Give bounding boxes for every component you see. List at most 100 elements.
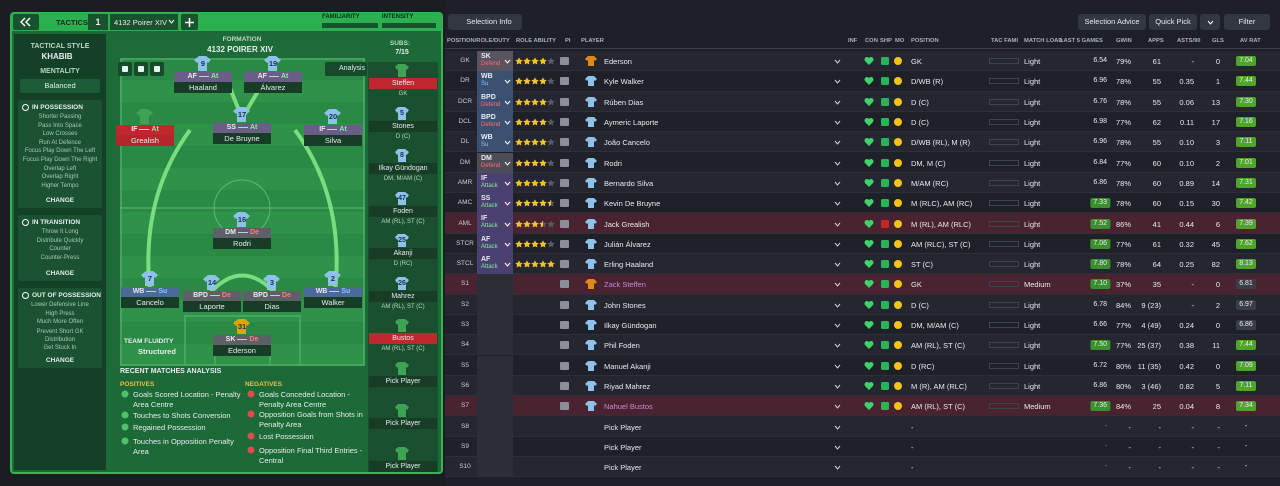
bench-name: Foden [369, 205, 437, 217]
tactical-style-name: KHABIB [41, 52, 73, 61]
pi-icon [560, 138, 569, 147]
position: AM (RLC), ST (C) [911, 239, 971, 249]
role-cell [477, 335, 513, 356]
link-arc [146, 128, 192, 293]
stat-gls: 0 [1215, 321, 1220, 331]
dot [22, 219, 29, 226]
slot-label: AMR [457, 178, 473, 186]
slot-label: AMC [457, 199, 473, 207]
add-tactic-button[interactable] [181, 14, 198, 30]
chev [504, 59, 511, 64]
player-shirt [324, 271, 341, 286]
player-dropdown [834, 100, 841, 105]
analysis-item: Opposition Goals from Shots in Penalty A… [259, 410, 363, 429]
back-button[interactable] [13, 14, 39, 30]
form-rating: 7.33 [1090, 198, 1110, 209]
selection-advice-button[interactable]: Selection Advice [1078, 14, 1146, 30]
duty: At [249, 124, 258, 131]
bench-position: D (RC) [393, 261, 413, 267]
stat-gwin: 77% [1115, 118, 1131, 128]
role-tag: AF At [244, 72, 302, 82]
match-load: Light [1024, 138, 1041, 148]
slot-label: S4 [461, 341, 469, 349]
quick-pick-button[interactable]: Quick Pick [1149, 14, 1197, 30]
slot-label: DR [460, 77, 470, 85]
player-dropdown [834, 141, 841, 146]
shirt-shape [585, 259, 597, 270]
dot [22, 292, 29, 299]
change-button[interactable]: CHANGE [45, 270, 75, 277]
mentality-dropdown[interactable]: Balanced [20, 79, 100, 93]
bench-name: Stones [369, 120, 437, 132]
player-shirt [263, 275, 280, 290]
selection-info-button[interactable]: Selection Info [448, 14, 522, 30]
analysis-button[interactable]: Analysis [325, 62, 367, 76]
filter-button[interactable]: Filter [1224, 14, 1270, 30]
slot-number[interactable]: 1 [88, 14, 108, 30]
table-row [445, 132, 1280, 153]
stat-apps: 9 (23) [1141, 300, 1161, 310]
condition-heart [864, 300, 874, 309]
match-load: Light [1024, 300, 1041, 310]
slot-label: DCL [458, 118, 472, 126]
chev [834, 242, 841, 247]
match-load: Light [1024, 341, 1041, 351]
table-row [445, 375, 1280, 397]
role-cell [477, 274, 513, 295]
chev [834, 404, 841, 410]
shirt-shape [585, 238, 597, 249]
stat-asts: - [1191, 463, 1195, 473]
instruction-item: Prevent Short GK Distribution [36, 328, 84, 344]
tac-fami-icon [989, 240, 1019, 247]
instruction-group [18, 215, 102, 281]
sharpness [881, 341, 889, 350]
thumb-icon [121, 437, 129, 445]
form-rating: - [1104, 422, 1107, 430]
duty: De [281, 292, 291, 299]
player-shirt [141, 271, 158, 286]
shirt-number: 14 [207, 278, 217, 287]
player-shirt [233, 319, 250, 334]
bench-position: AM (RL), ST (C) [381, 218, 425, 225]
column-header: APPS [1148, 38, 1164, 44]
bench-position: D (C) [395, 133, 411, 140]
view-toggle[interactable] [118, 62, 132, 76]
bench-name: Akanji [369, 248, 437, 259]
dot [121, 437, 129, 445]
shirt-shape [136, 109, 153, 124]
shirt-shape [395, 404, 409, 417]
role-dropdown [504, 242, 511, 247]
match-load: Light [1024, 57, 1041, 67]
player-dropdown [834, 323, 841, 328]
quick-pick-menu[interactable] [1200, 14, 1220, 30]
shirt-number: 9 [200, 59, 206, 68]
position: - [911, 463, 914, 473]
sharpness [881, 158, 889, 167]
view-toggle[interactable] [150, 62, 164, 76]
bench-name: Steffen [369, 78, 437, 89]
shirt-shape [585, 340, 597, 351]
chev [168, 19, 175, 24]
tactic-name-dropdown[interactable]: 4132 Poirer XIV [110, 14, 178, 30]
stat-gls: 5 [1215, 381, 1220, 391]
form-rating: 7.10 [1090, 279, 1110, 290]
status-icons [864, 280, 902, 289]
shirt-shape [395, 64, 409, 77]
change-button[interactable]: CHANGE [45, 197, 75, 204]
analysis-item: Goals Scored Location - Penalty Area Cen… [133, 390, 241, 409]
change-button[interactable]: CHANGE [45, 357, 75, 364]
row-role: AF [481, 235, 491, 243]
kit-icon [585, 279, 597, 290]
chev [834, 80, 841, 85]
tac-fami-icon [989, 301, 1019, 308]
stat-asts: 0.32 [1179, 239, 1194, 249]
stat-apps: 3 (46) [1141, 381, 1161, 391]
pi-icon [560, 300, 569, 309]
bench-name: Ilkay Gündogan [369, 163, 437, 174]
shirt-shape [324, 109, 341, 124]
player-name: Kyle Walker [604, 77, 644, 87]
match-load: Light [1024, 239, 1041, 249]
positives-label: POSITIVES [120, 381, 155, 388]
role: WB [315, 288, 328, 295]
view-toggle[interactable] [134, 62, 148, 76]
